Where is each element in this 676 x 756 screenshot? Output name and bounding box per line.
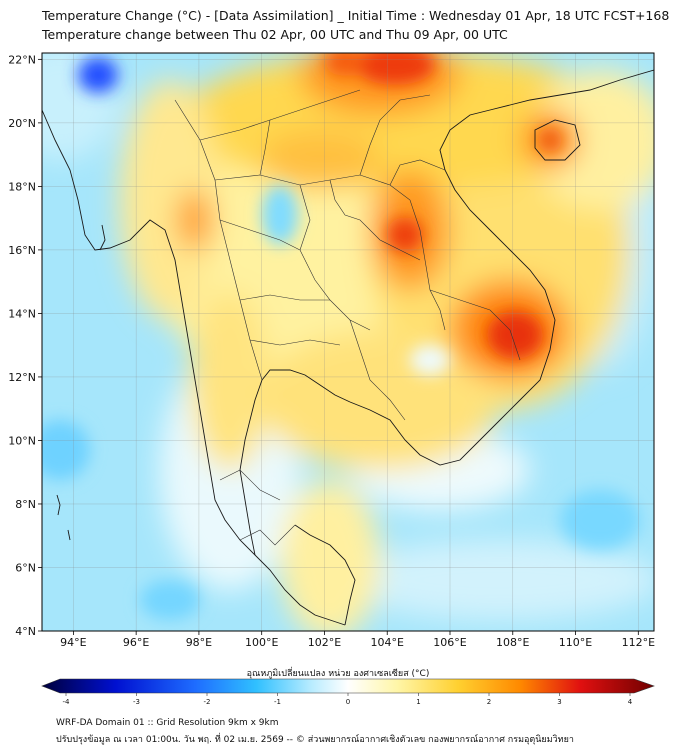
colorbar-tick-label: -1 — [274, 698, 281, 706]
lon-tick-label: 100°E — [245, 636, 278, 649]
lon-tick-label: 106°E — [433, 636, 466, 649]
lat-tick-label: 22°N — [8, 53, 36, 66]
colorbar-tick-label: 2 — [487, 698, 491, 706]
colorbar-tick-label: 4 — [628, 698, 633, 706]
title-line-1: Temperature Change (°C) - [Data Assimila… — [42, 8, 670, 23]
lon-tick-label: 110°E — [559, 636, 592, 649]
lat-tick-label: 4°N — [15, 625, 36, 638]
temperature-field — [42, 53, 654, 631]
colorbar-title: อุณหภูมิเปลี่ยนแปลง หน่วย องศาเซลเซียส (… — [246, 669, 430, 679]
lat-tick-label: 14°N — [8, 307, 36, 320]
colorbar-tick-label: -4 — [63, 698, 71, 706]
map-gridlines — [42, 53, 654, 631]
lat-tick-label: 6°N — [15, 561, 36, 574]
lat-tick-label: 16°N — [8, 244, 36, 257]
lon-tick-label: 96°E — [123, 636, 149, 649]
admin-boundaries — [174, 89, 521, 546]
coastlines — [42, 69, 654, 626]
lat-tick-label: 10°N — [8, 434, 36, 447]
footer-line-2: ปรับปรุงข้อมูล ณ เวลา 01:00น. วัน พฤ. ที… — [56, 735, 574, 745]
lon-tick-label: 98°E — [186, 636, 212, 649]
footer-line-1: WRF-DA Domain 01 :: Grid Resolution 9km … — [56, 718, 279, 728]
colorbar-tick-label: 1 — [416, 698, 420, 706]
lat-tick-label: 20°N — [8, 117, 36, 130]
lon-tick-label: 112°E — [622, 636, 655, 649]
plot-frame — [41, 52, 655, 632]
colorbar: -4 -3 -2 -1 0 1 2 3 4 — [41, 678, 655, 706]
lon-tick-label: 94°E — [60, 636, 86, 649]
title-line-2: Temperature change between Thu 02 Apr, 0… — [42, 27, 508, 42]
colorbar-scale — [41, 678, 655, 694]
colorbar-tick-label: 0 — [346, 698, 350, 706]
longitude-ticks: 94°E 96°E 98°E 100°E 102°E 104°E 106°E 108°E 110… — [60, 631, 655, 649]
colorbar-tick-label: -3 — [133, 698, 140, 706]
lat-tick-label: 18°N — [8, 180, 36, 193]
colorbar-ticks: -4 -3 -2 -1 0 1 2 3 4 — [63, 693, 633, 706]
colorbar-tick-label: 3 — [557, 698, 561, 706]
lat-tick-label: 12°N — [8, 371, 36, 384]
lat-tick-label: 8°N — [15, 498, 36, 511]
latitude-ticks: 22°N 20°N 18°N 16°N 14°N 12°N 10°N 8°N 6°N 4°N — [8, 53, 42, 638]
lon-tick-label: 108°E — [496, 636, 529, 649]
lon-tick-label: 104°E — [371, 636, 404, 649]
colorbar-tick-label: -2 — [204, 698, 211, 706]
lon-tick-label: 102°E — [308, 636, 341, 649]
